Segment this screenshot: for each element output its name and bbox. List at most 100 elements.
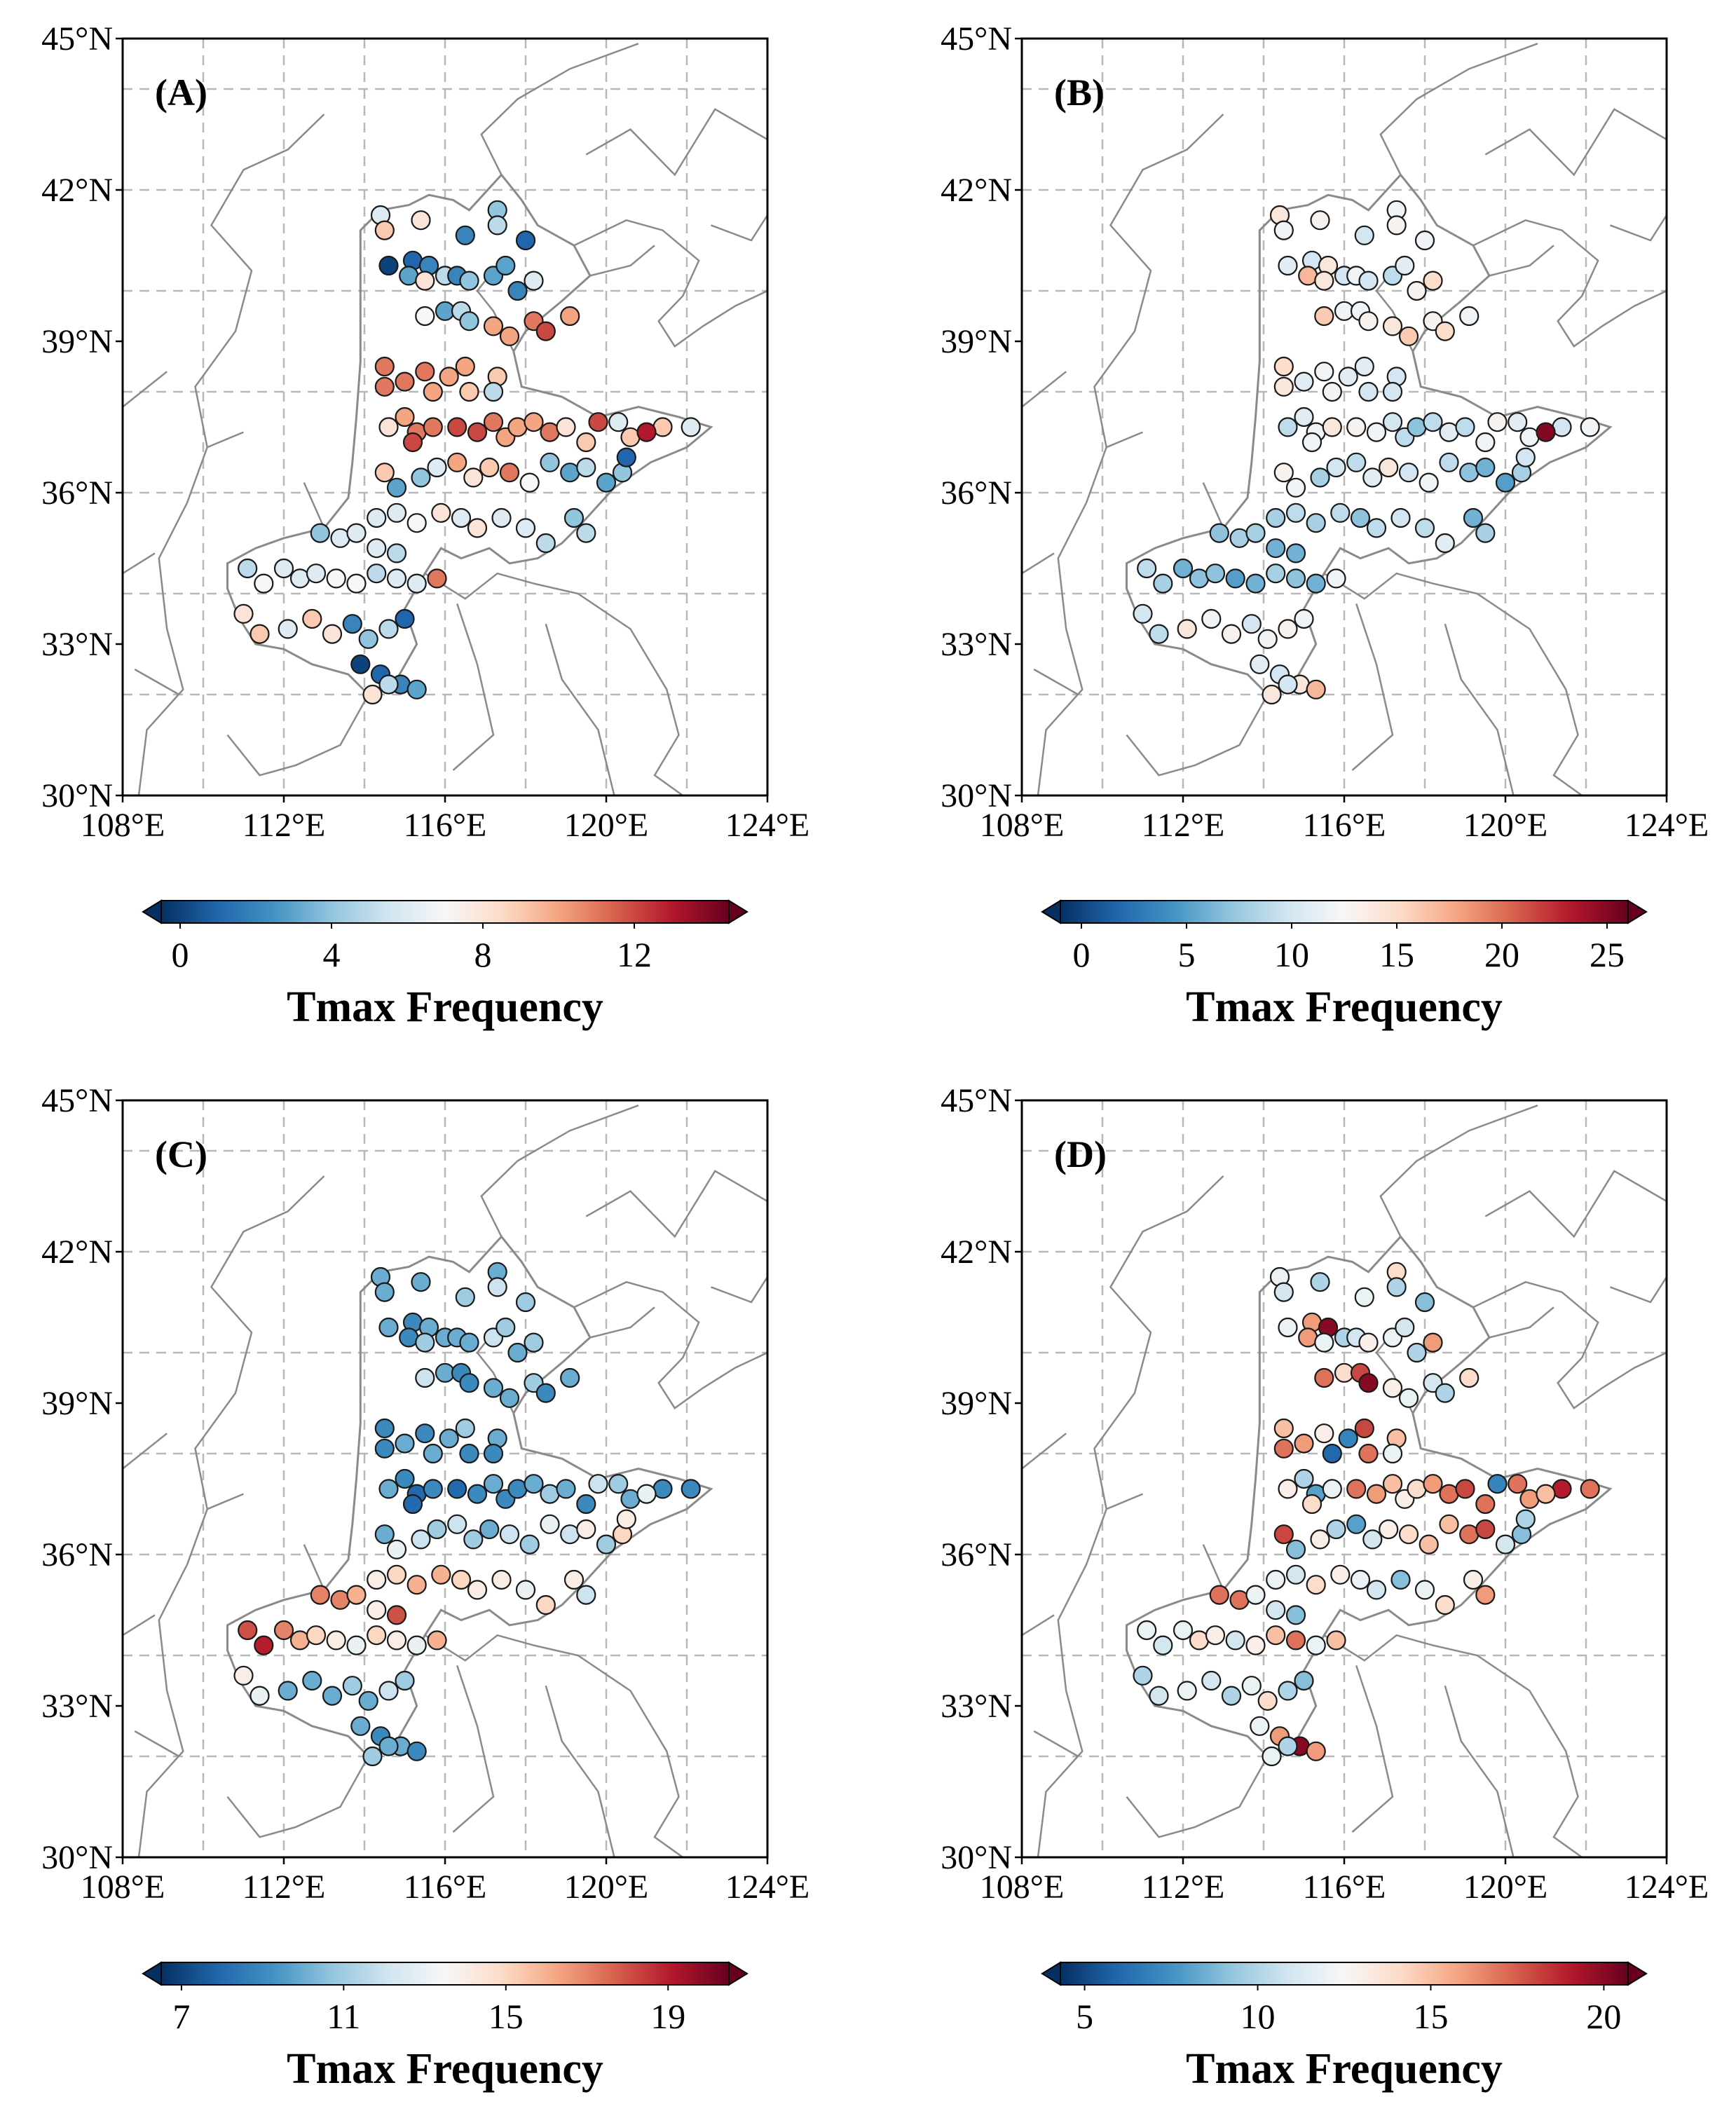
station-marker[interactable]	[302, 1670, 322, 1691]
station-marker[interactable]	[1346, 1514, 1367, 1534]
station-marker[interactable]	[616, 1509, 636, 1529]
station-marker[interactable]	[588, 412, 608, 432]
station-marker[interactable]	[415, 1332, 435, 1353]
station-marker[interactable]	[1362, 1529, 1383, 1550]
station-marker[interactable]	[467, 518, 488, 538]
station-marker[interactable]	[1386, 215, 1407, 235]
station-marker[interactable]	[455, 1418, 475, 1439]
station-marker[interactable]	[399, 1327, 419, 1348]
station-marker[interactable]	[367, 1625, 387, 1646]
station-marker[interactable]	[306, 1625, 327, 1646]
station-marker[interactable]	[238, 1620, 258, 1641]
station-marker[interactable]	[1285, 477, 1306, 498]
station-marker[interactable]	[1495, 1534, 1516, 1555]
station-marker[interactable]	[1322, 1443, 1342, 1464]
station-marker[interactable]	[1350, 1569, 1371, 1590]
station-marker[interactable]	[402, 1494, 423, 1515]
station-marker[interactable]	[459, 1332, 479, 1353]
station-marker[interactable]	[1262, 684, 1282, 705]
station-marker[interactable]	[1439, 452, 1459, 472]
station-marker[interactable]	[374, 1282, 395, 1302]
station-marker[interactable]	[306, 563, 327, 584]
station-marker[interactable]	[467, 1580, 488, 1600]
station-marker[interactable]	[556, 1479, 576, 1499]
station-marker[interactable]	[447, 417, 467, 437]
station-marker[interactable]	[1435, 1383, 1455, 1403]
station-marker[interactable]	[395, 1468, 415, 1489]
station-marker[interactable]	[588, 1474, 608, 1494]
station-marker[interactable]	[1245, 1585, 1266, 1605]
station-marker[interactable]	[1306, 513, 1326, 533]
station-marker[interactable]	[636, 1484, 657, 1504]
station-marker[interactable]	[1382, 1474, 1403, 1494]
station-marker[interactable]	[362, 684, 383, 705]
station-marker[interactable]	[1314, 1332, 1334, 1353]
station-marker[interactable]	[1435, 321, 1455, 341]
station-marker[interactable]	[1177, 619, 1197, 639]
station-marker[interactable]	[358, 629, 378, 649]
station-marker[interactable]	[1278, 1681, 1298, 1701]
station-marker[interactable]	[1266, 1600, 1286, 1620]
station-marker[interactable]	[310, 523, 330, 543]
station-marker[interactable]	[1398, 1524, 1419, 1545]
station-marker[interactable]	[431, 503, 451, 523]
station-marker[interactable]	[463, 1529, 484, 1550]
station-marker[interactable]	[519, 472, 540, 493]
station-marker[interactable]	[540, 1514, 560, 1534]
station-marker[interactable]	[367, 1600, 387, 1620]
station-marker[interactable]	[1205, 563, 1226, 584]
station-marker[interactable]	[455, 356, 475, 377]
station-marker[interactable]	[1294, 608, 1314, 629]
station-marker[interactable]	[374, 1418, 395, 1439]
station-marker[interactable]	[1310, 1529, 1330, 1550]
station-marker[interactable]	[1245, 1635, 1266, 1655]
station-marker[interactable]	[1225, 1630, 1245, 1651]
station-marker[interactable]	[367, 1569, 387, 1590]
station-marker[interactable]	[1346, 1479, 1367, 1499]
station-markers-d[interactable]	[1133, 1262, 1600, 1767]
station-marker[interactable]	[374, 463, 395, 483]
station-marker[interactable]	[427, 1519, 447, 1540]
station-marker[interactable]	[1153, 573, 1173, 594]
station-marker[interactable]	[326, 568, 346, 589]
station-marker[interactable]	[1423, 1332, 1443, 1353]
station-marker[interactable]	[238, 558, 258, 579]
station-marker[interactable]	[346, 1585, 367, 1605]
station-marker[interactable]	[1330, 1564, 1351, 1585]
station-marker[interactable]	[1459, 1367, 1479, 1388]
station-marker[interactable]	[681, 1479, 701, 1499]
station-marker[interactable]	[1294, 1433, 1314, 1454]
station-marker[interactable]	[515, 518, 536, 538]
station-marker[interactable]	[1508, 1474, 1528, 1494]
station-marker[interactable]	[495, 1317, 516, 1338]
station-marker[interactable]	[560, 463, 580, 483]
station-marker[interactable]	[1322, 1479, 1342, 1499]
station-marker[interactable]	[576, 432, 596, 453]
station-marker[interactable]	[1379, 1519, 1399, 1540]
station-marker[interactable]	[1306, 1575, 1326, 1595]
station-marker[interactable]	[1273, 220, 1294, 240]
station-marker[interactable]	[273, 558, 294, 579]
station-marker[interactable]	[459, 1443, 479, 1464]
station-marker[interactable]	[395, 1433, 415, 1454]
station-marker[interactable]	[608, 412, 629, 432]
station-marker[interactable]	[415, 1367, 435, 1388]
station-marker[interactable]	[439, 367, 459, 387]
station-marker[interactable]	[1250, 1716, 1270, 1736]
station-marker[interactable]	[386, 477, 407, 498]
station-marker[interactable]	[1153, 1635, 1173, 1655]
station-marker[interactable]	[1298, 1327, 1318, 1348]
station-marker[interactable]	[596, 1534, 617, 1555]
station-marker[interactable]	[576, 1585, 596, 1605]
station-marker[interactable]	[451, 507, 472, 528]
station-marker[interactable]	[1273, 1524, 1294, 1545]
station-marker[interactable]	[1354, 356, 1374, 377]
station-marker[interactable]	[479, 457, 500, 478]
station-marker[interactable]	[374, 356, 395, 377]
station-marker[interactable]	[1536, 422, 1556, 442]
station-marker[interactable]	[1273, 356, 1294, 377]
station-marker[interactable]	[563, 507, 585, 528]
station-marker[interactable]	[233, 1665, 254, 1686]
station-marker[interactable]	[467, 1484, 488, 1504]
station-marker[interactable]	[1149, 1686, 1169, 1706]
